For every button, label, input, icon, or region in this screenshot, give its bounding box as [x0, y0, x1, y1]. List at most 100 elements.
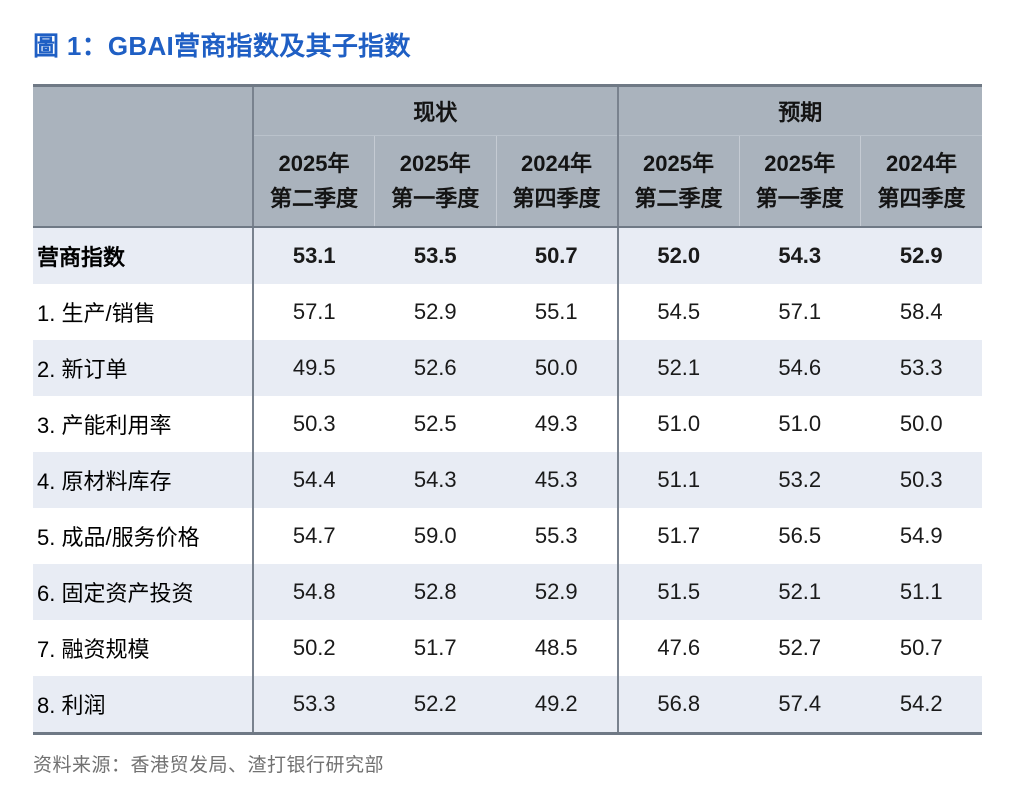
value-cell: 50.0: [899, 411, 943, 436]
col-header-expected-2025q1: 2025年 第一季度: [738, 135, 861, 228]
value-cell: 54.4: [252, 452, 375, 508]
value-cell: 54.3: [778, 243, 822, 268]
value-cell: 53.2: [778, 467, 822, 492]
value-cell: 53.3: [899, 355, 943, 380]
value-cell: 54.8: [252, 564, 375, 620]
table-row: 8. 利润 53.3 52.2 49.2 56.8 57.4 54.2: [33, 676, 982, 734]
col-header-year: 2025年: [278, 150, 350, 176]
value-cell: 54.5: [616, 284, 739, 340]
value-cell: 47.6: [616, 620, 739, 676]
row-label: 7. 融资规模: [37, 637, 150, 662]
col-header-quarter: 第一季度: [391, 186, 480, 211]
value-cell: 51.1: [616, 452, 739, 508]
col-header-current-2025q2: 2025年 第二季度: [252, 135, 375, 228]
value-cell: 52.8: [413, 579, 457, 604]
gbai-index-table: 现状 预期 2025年 第二季度 2025年 第一季度 2024年 第四季度 2…: [33, 84, 982, 735]
value-cell: 49.2: [534, 691, 578, 716]
row-label: 3. 产能利用率: [37, 413, 172, 438]
corner-cell: [33, 85, 253, 228]
row-label: 6. 固定资产投资: [37, 581, 194, 606]
group-header-current: 现状: [252, 85, 618, 136]
value-cell: 52.9: [413, 299, 457, 324]
value-cell: 52.6: [413, 355, 457, 380]
value-cell: 54.7: [252, 508, 375, 564]
value-cell: 54.3: [413, 467, 457, 492]
value-cell: 56.8: [616, 676, 739, 734]
table-row: 5. 成品/服务价格 54.7 59.0 55.3 51.7 56.5 54.9: [33, 508, 982, 564]
value-cell: 53.3: [252, 676, 375, 734]
value-cell: 52.0: [616, 227, 739, 284]
value-cell: 54.9: [899, 523, 943, 548]
table-row: 7. 融资规模 50.2 51.7 48.5 47.6 52.7 50.7: [33, 620, 982, 676]
value-cell: 51.7: [616, 508, 739, 564]
table-body: 营商指数 53.1 53.5 50.7 52.0 54.3 52.9 1. 生产/销售 57.1…: [33, 227, 982, 734]
col-header-year: 2024年: [886, 150, 957, 176]
col-header-quarter: 第四季度: [877, 186, 966, 211]
value-cell: 49.3: [534, 411, 578, 436]
value-cell: 49.5: [252, 340, 375, 396]
table-row: 6. 固定资产投资 54.8 52.8 52.9 51.5 52.1 51.1: [33, 564, 982, 620]
value-cell: 52.9: [534, 579, 578, 604]
col-header-current-2024q4: 2024年 第四季度: [495, 135, 618, 228]
value-cell: 51.0: [616, 396, 739, 452]
col-header-quarter: 第一季度: [755, 186, 844, 211]
table-header: 现状 预期 2025年 第二季度 2025年 第一季度 2024年 第四季度 2…: [33, 85, 982, 228]
col-header-quarter: 第二季度: [269, 186, 358, 211]
value-cell: 50.3: [899, 467, 943, 492]
value-cell: 57.1: [778, 299, 822, 324]
col-header-quarter: 第二季度: [634, 186, 723, 211]
value-cell: 54.6: [778, 355, 822, 380]
value-cell: 57.4: [778, 691, 822, 716]
col-header-current-2025q1: 2025年 第一季度: [374, 135, 496, 228]
value-cell: 51.1: [899, 579, 943, 604]
row-label: 4. 原材料库存: [37, 469, 172, 494]
value-cell: 59.0: [413, 523, 457, 548]
value-cell: 52.7: [778, 635, 822, 660]
value-cell: 58.4: [899, 299, 943, 324]
value-cell: 48.5: [534, 635, 578, 660]
row-label: 1. 生产/销售: [37, 301, 156, 326]
value-cell: 52.1: [778, 579, 822, 604]
value-cell: 50.2: [252, 620, 375, 676]
value-cell: 56.5: [778, 523, 822, 548]
col-header-expected-2025q2: 2025年 第二季度: [616, 135, 739, 228]
value-cell: 51.0: [778, 411, 822, 436]
group-header-row: 现状 预期: [33, 85, 982, 228]
value-cell: 50.7: [534, 243, 578, 268]
table-row: 4. 原材料库存 54.4 54.3 45.3 51.1 53.2 50.3: [33, 452, 982, 508]
col-header-year: 2024年: [521, 150, 592, 176]
value-cell: 50.0: [534, 355, 578, 380]
figure-title: 圖 1：GBAI营商指数及其子指数: [33, 31, 411, 61]
col-header-year: 2025年: [399, 150, 471, 176]
value-cell: 55.1: [534, 299, 578, 324]
col-header-expected-2024q4: 2024年 第四季度: [860, 135, 982, 228]
col-header-year: 2025年: [643, 150, 714, 176]
value-cell: 51.7: [413, 635, 457, 660]
value-cell: 50.3: [252, 396, 375, 452]
group-header-expected: 预期: [616, 85, 982, 136]
col-header-year: 2025年: [764, 150, 836, 176]
value-cell: 54.2: [899, 691, 943, 716]
value-cell: 52.5: [413, 411, 457, 436]
source-note: 资料来源：香港贸发局、渣打银行研究部: [33, 755, 385, 776]
value-cell: 50.7: [899, 635, 943, 660]
table-row: 1. 生产/销售 57.1 52.9 55.1 54.5 57.1 58.4: [33, 284, 982, 340]
row-label: 5. 成品/服务价格: [37, 525, 200, 550]
value-cell: 53.5: [413, 243, 457, 268]
col-header-quarter: 第四季度: [512, 186, 601, 211]
row-label: 营商指数: [37, 245, 126, 270]
table-row: 2. 新订单 49.5 52.6 50.0 52.1 54.6 53.3: [33, 340, 982, 396]
column-header-row: 2025年 第二季度 2025年 第一季度 2024年 第四季度 2025年 第…: [33, 135, 982, 228]
value-cell: 51.5: [616, 564, 739, 620]
value-cell: 45.3: [534, 467, 578, 492]
value-cell: 53.1: [252, 227, 375, 284]
value-cell: 55.3: [534, 523, 578, 548]
value-cell: 57.1: [252, 284, 375, 340]
row-label: 8. 利润: [37, 693, 106, 718]
value-cell: 52.2: [413, 691, 457, 716]
row-label: 2. 新订单: [37, 357, 128, 382]
table-row: 3. 产能利用率 50.3 52.5 49.3 51.0 51.0 50.0: [33, 396, 982, 452]
value-cell: 52.9: [899, 243, 943, 268]
value-cell: 52.1: [616, 340, 739, 396]
